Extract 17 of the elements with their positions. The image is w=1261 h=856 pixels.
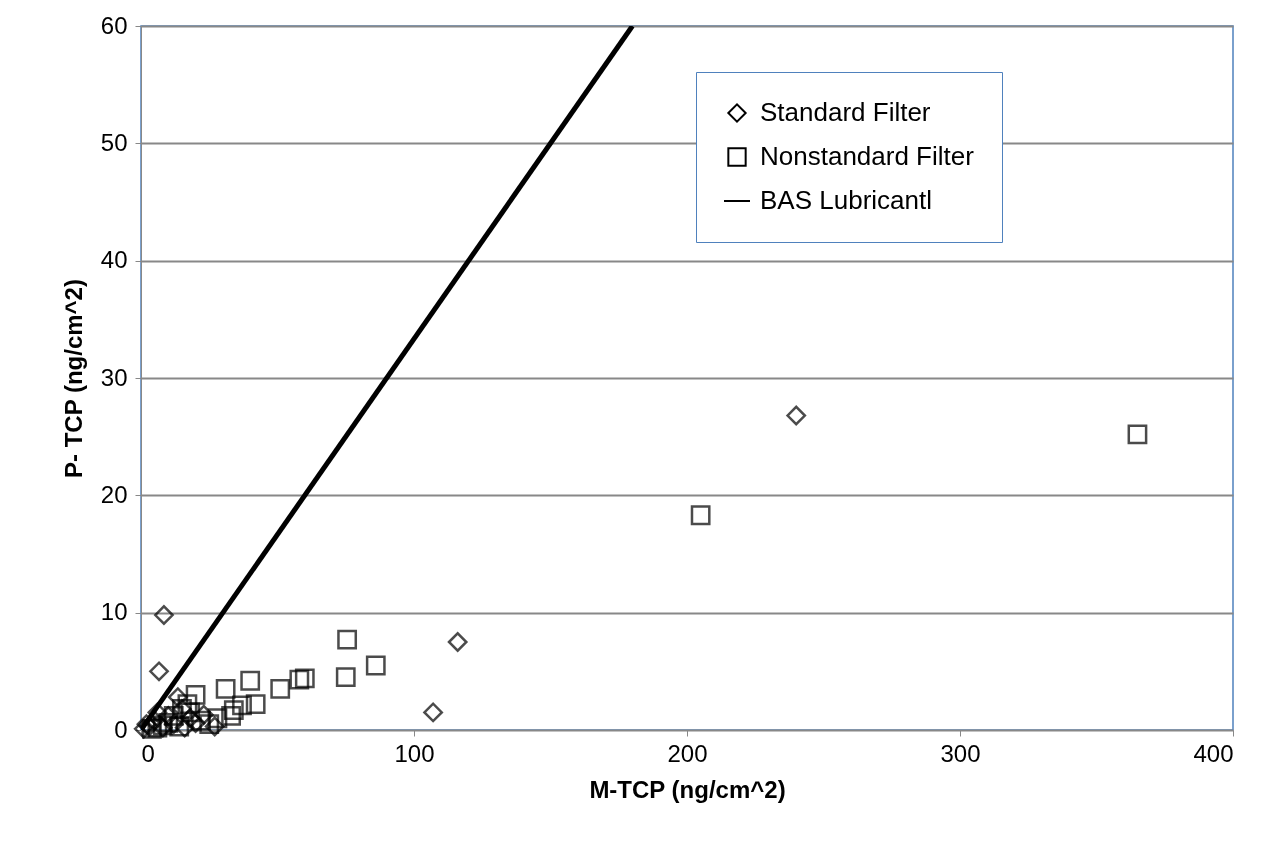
y-tick-label: 0 — [114, 715, 128, 743]
y-tick-label: 20 — [100, 480, 128, 508]
y-tick-label: 50 — [100, 128, 128, 156]
x-tick-label: 200 — [667, 739, 708, 767]
x-tick-label: 100 — [394, 739, 435, 767]
y-tick-label: 10 — [100, 598, 128, 626]
legend-label: BAS Lubricantl — [760, 185, 932, 215]
legend-label: Nonstandard Filter — [760, 141, 975, 171]
x-tick-label: 0 — [141, 739, 155, 767]
y-tick-label: 60 — [100, 11, 128, 39]
x-axis-title: M-TCP (ng/cm^2) — [589, 775, 786, 803]
legend-label: Standard Filter — [760, 97, 931, 127]
x-tick-label: 300 — [940, 739, 981, 767]
x-tick-label: 400 — [1193, 739, 1234, 767]
y-axis-title: P- TCP (ng/cm^2) — [59, 279, 87, 478]
y-tick-label: 30 — [100, 363, 128, 391]
y-tick-label: 40 — [100, 246, 128, 274]
